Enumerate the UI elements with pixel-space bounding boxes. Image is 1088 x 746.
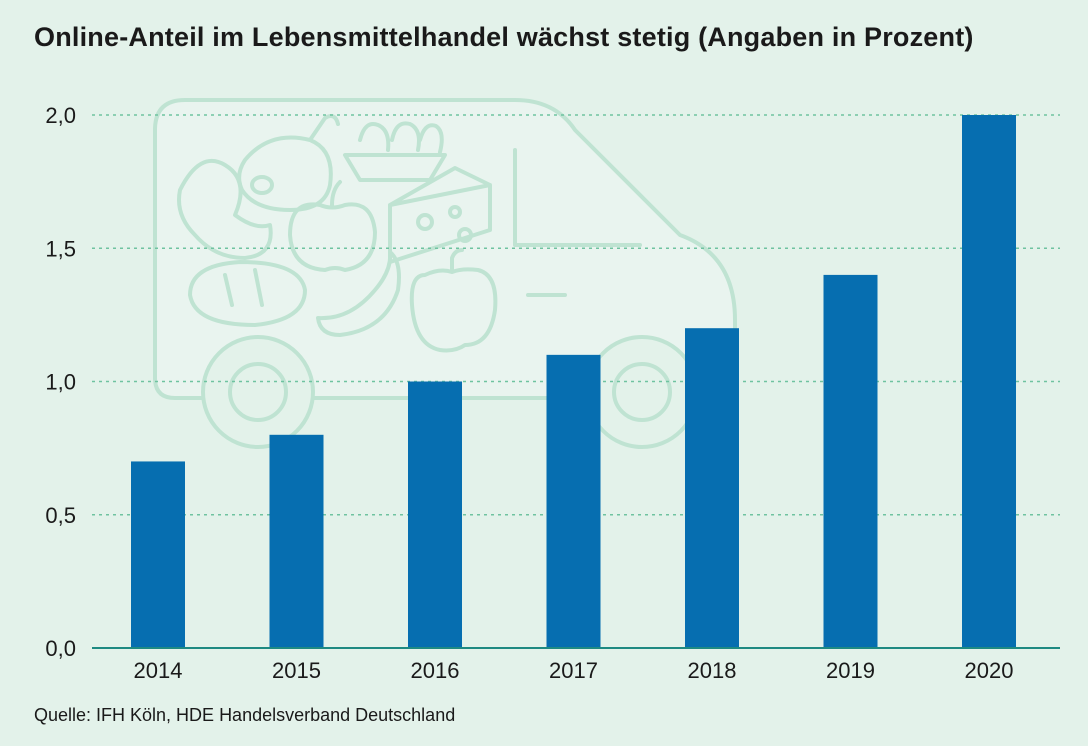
- x-tick-label: 2018: [688, 658, 737, 683]
- van-wheel-front: [585, 335, 699, 449]
- y-tick-label: 1,5: [45, 236, 76, 261]
- bar-2014: [131, 461, 185, 648]
- x-tick-label: 2015: [272, 658, 321, 683]
- x-tick-label: 2017: [549, 658, 598, 683]
- apple-icon: [288, 180, 377, 272]
- van-wheel-rear: [201, 335, 315, 449]
- cheese-hole-icon: [448, 205, 462, 219]
- banana-icon: [316, 250, 401, 337]
- y-tick-label: 0,5: [45, 503, 76, 528]
- bar-2015: [269, 434, 324, 648]
- y-axis: 0,0 0,5 1,0 1,5 2,0: [45, 103, 76, 661]
- van-window: [513, 148, 642, 247]
- ham-icon: [237, 114, 340, 212]
- bar-2020: [962, 115, 1016, 648]
- y-tick-label: 1,0: [45, 370, 76, 395]
- source-note: Quelle: IFH Köln, HDE Handelsverband Deu…: [34, 705, 456, 725]
- van-hub-front: [612, 362, 672, 422]
- cheese-hole-icon: [416, 213, 434, 231]
- x-axis: 2014 2015 2016 2017 2018 2019 2020: [134, 658, 1014, 683]
- bread-icon: [188, 260, 307, 327]
- y-tick-label: 2,0: [45, 103, 76, 128]
- chart-title: Online-Anteil im Lebensmittelhandel wäch…: [34, 22, 974, 52]
- y-tick-label: 0,0: [45, 636, 76, 661]
- x-tick-label: 2019: [826, 658, 875, 683]
- cheese-hole-icon: [457, 227, 473, 243]
- pepper-icon: [409, 248, 498, 353]
- van-hub-rear: [228, 362, 288, 422]
- x-tick-label: 2020: [965, 658, 1014, 683]
- x-tick-label: 2014: [134, 658, 183, 683]
- bar-2018: [685, 328, 739, 648]
- x-tick-label: 2016: [411, 658, 460, 683]
- bars: [131, 115, 1016, 648]
- ham-slice-icon: [250, 175, 274, 195]
- croissant-icon: [177, 159, 273, 260]
- bar-2016: [408, 381, 462, 648]
- bar-2017: [546, 354, 601, 648]
- bar-2019: [823, 274, 878, 648]
